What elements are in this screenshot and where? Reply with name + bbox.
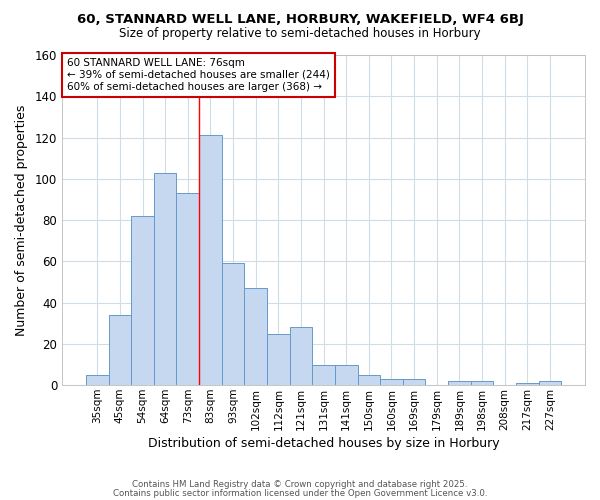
Y-axis label: Number of semi-detached properties: Number of semi-detached properties bbox=[15, 104, 28, 336]
Bar bbox=[109, 315, 131, 385]
Bar bbox=[131, 216, 154, 385]
Bar bbox=[86, 375, 109, 385]
Text: 60 STANNARD WELL LANE: 76sqm
← 39% of semi-detached houses are smaller (244)
60%: 60 STANNARD WELL LANE: 76sqm ← 39% of se… bbox=[67, 58, 330, 92]
Text: Contains public sector information licensed under the Open Government Licence v3: Contains public sector information licen… bbox=[113, 488, 487, 498]
Bar bbox=[244, 288, 267, 385]
Bar bbox=[176, 194, 199, 385]
Bar bbox=[267, 334, 290, 385]
Text: Contains HM Land Registry data © Crown copyright and database right 2025.: Contains HM Land Registry data © Crown c… bbox=[132, 480, 468, 489]
Bar bbox=[290, 328, 312, 385]
Bar bbox=[448, 381, 471, 385]
Bar bbox=[199, 136, 222, 385]
Bar bbox=[335, 364, 358, 385]
Bar bbox=[403, 379, 425, 385]
X-axis label: Distribution of semi-detached houses by size in Horbury: Distribution of semi-detached houses by … bbox=[148, 437, 499, 450]
Bar bbox=[222, 264, 244, 385]
Bar bbox=[312, 364, 335, 385]
Bar bbox=[380, 379, 403, 385]
Bar bbox=[154, 172, 176, 385]
Text: 60, STANNARD WELL LANE, HORBURY, WAKEFIELD, WF4 6BJ: 60, STANNARD WELL LANE, HORBURY, WAKEFIE… bbox=[77, 12, 523, 26]
Text: Size of property relative to semi-detached houses in Horbury: Size of property relative to semi-detach… bbox=[119, 28, 481, 40]
Bar bbox=[539, 381, 561, 385]
Bar bbox=[358, 375, 380, 385]
Bar bbox=[471, 381, 493, 385]
Bar bbox=[516, 383, 539, 385]
